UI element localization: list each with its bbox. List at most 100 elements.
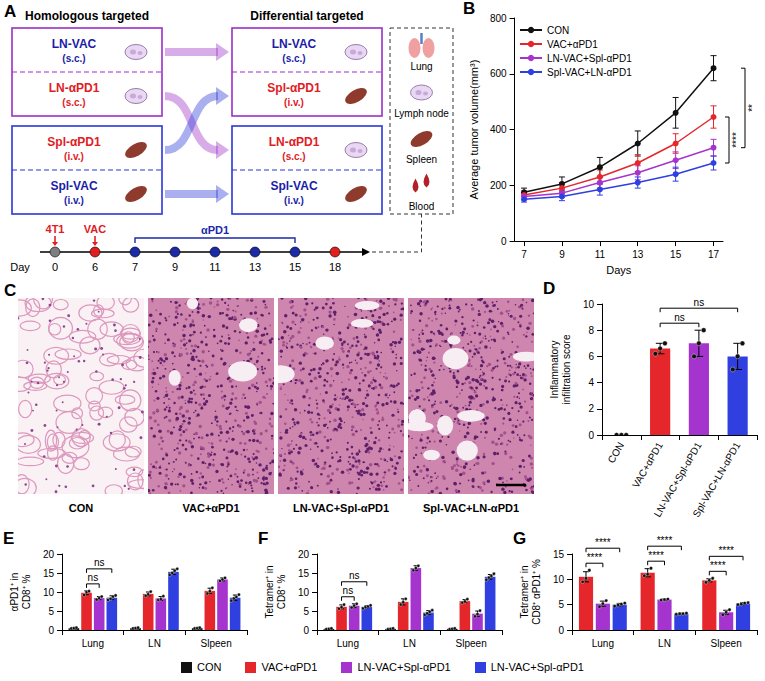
svg-text:0: 0 — [588, 430, 594, 441]
svg-text:ns: ns — [674, 312, 685, 323]
svg-text:(i.v.): (i.v.) — [64, 195, 84, 206]
svg-text:infiltration score: infiltration score — [561, 334, 572, 404]
svg-text:CD8⁺ αPD1⁺ %: CD8⁺ αPD1⁺ % — [531, 559, 542, 625]
svg-text:Slpeen: Slpeen — [711, 638, 742, 649]
svg-text:αPD1⁺ in: αPD1⁺ in — [9, 573, 20, 612]
svg-text:**: ** — [747, 104, 758, 112]
svg-text:18: 18 — [329, 261, 341, 273]
svg-text:800: 800 — [490, 13, 507, 24]
svg-text:9: 9 — [559, 249, 565, 260]
svg-text:ns: ns — [349, 570, 360, 581]
svg-text:11: 11 — [209, 261, 220, 273]
svg-text:20: 20 — [298, 549, 310, 560]
svg-text:CD8⁺ %: CD8⁺ % — [276, 575, 287, 610]
svg-text:Lung: Lung — [592, 638, 614, 649]
svg-text:13: 13 — [632, 249, 644, 260]
svg-text:Spleen: Spleen — [406, 154, 437, 165]
svg-text:Average tumor volume(mm³): Average tumor volume(mm³) — [468, 60, 480, 200]
svg-text:7: 7 — [521, 249, 527, 260]
svg-text:4: 4 — [588, 377, 594, 388]
svg-text:7: 7 — [132, 261, 138, 273]
svg-text:10: 10 — [553, 574, 565, 585]
svg-text:C: C — [4, 281, 16, 300]
svg-text:ns: ns — [343, 585, 354, 596]
svg-text:LN-VAC+Spl-αPD1: LN-VAC+Spl-αPD1 — [293, 502, 389, 514]
svg-text:400: 400 — [490, 124, 507, 135]
svg-text:ns: ns — [94, 557, 105, 568]
svg-text:ns: ns — [88, 572, 99, 583]
svg-text:D: D — [543, 280, 555, 298]
svg-text:A: A — [4, 2, 16, 21]
svg-text:15: 15 — [670, 249, 682, 260]
svg-text:17: 17 — [708, 249, 720, 260]
svg-text:Lymph node: Lymph node — [394, 108, 449, 119]
svg-text:Spl-VAC: Spl-VAC — [50, 179, 97, 193]
svg-text:200: 200 — [490, 180, 507, 191]
svg-text:****: **** — [657, 535, 673, 546]
svg-text:13: 13 — [249, 261, 261, 273]
svg-text:****: **** — [710, 560, 726, 571]
svg-text:LN-VAC: LN-VAC — [272, 37, 317, 51]
svg-text:****: **** — [718, 545, 734, 556]
svg-text:Spl-VAC+LN-αPD1: Spl-VAC+LN-αPD1 — [547, 67, 632, 78]
svg-text:VAC+αPD1: VAC+αPD1 — [547, 39, 598, 50]
svg-text:Slpeen: Slpeen — [201, 638, 232, 649]
svg-text:Blood: Blood — [409, 201, 435, 212]
svg-text:600: 600 — [490, 68, 507, 79]
svg-text:(s.c.): (s.c.) — [62, 97, 85, 108]
svg-text:Lung: Lung — [82, 638, 104, 649]
svg-text:****: **** — [587, 552, 603, 563]
svg-text:αPD1: αPD1 — [201, 224, 229, 236]
svg-text:LN-VAC: LN-VAC — [52, 37, 97, 51]
svg-text:CD8⁺ %: CD8⁺ % — [21, 575, 32, 610]
svg-text:Slpeen: Slpeen — [456, 638, 487, 649]
svg-text:Tetramer⁺ in: Tetramer⁺ in — [519, 565, 530, 618]
svg-text:10: 10 — [43, 587, 55, 598]
svg-text:Spl-VAC: Spl-VAC — [270, 179, 317, 193]
svg-text:(s.c.): (s.c.) — [282, 151, 305, 162]
svg-text:11: 11 — [595, 249, 606, 260]
svg-text:Days: Days — [606, 264, 632, 276]
svg-text:Lung: Lung — [337, 638, 359, 649]
svg-text:0: 0 — [48, 625, 54, 636]
svg-text:0: 0 — [558, 625, 564, 636]
svg-text:15: 15 — [43, 568, 55, 579]
svg-text:Inflammatory: Inflammatory — [549, 341, 560, 399]
svg-text:LN: LN — [148, 638, 161, 649]
svg-text:(s.c.): (s.c.) — [282, 53, 305, 64]
svg-text:LN-VAC+Spl-αPD1: LN-VAC+Spl-αPD1 — [547, 53, 632, 64]
svg-text:G: G — [513, 530, 526, 548]
svg-text:CON: CON — [606, 440, 627, 465]
svg-text:15: 15 — [289, 261, 301, 273]
svg-text:****: **** — [648, 550, 664, 561]
svg-text:0: 0 — [501, 236, 507, 247]
svg-text:LN: LN — [403, 638, 416, 649]
svg-text:0: 0 — [52, 261, 58, 273]
svg-text:Spl-VAC+LN-αPD1: Spl-VAC+LN-αPD1 — [423, 502, 519, 514]
svg-text:5: 5 — [558, 599, 564, 610]
svg-text:VAC+αPD1: VAC+αPD1 — [183, 502, 240, 514]
svg-text:20: 20 — [43, 549, 55, 560]
svg-text:VAC: VAC — [84, 223, 106, 235]
svg-text:15: 15 — [298, 568, 310, 579]
svg-text:4T1: 4T1 — [46, 223, 65, 235]
svg-text:E: E — [3, 530, 14, 548]
svg-text:(s.c.): (s.c.) — [62, 53, 85, 64]
svg-text:Tetramer⁺ in: Tetramer⁺ in — [264, 565, 275, 618]
svg-text:9: 9 — [172, 261, 178, 273]
svg-text:10: 10 — [583, 299, 595, 310]
svg-text:5: 5 — [303, 606, 309, 617]
svg-text:2: 2 — [588, 403, 594, 414]
svg-text:B: B — [463, 0, 475, 18]
svg-text:LN: LN — [658, 638, 671, 649]
svg-text:Lung: Lung — [410, 61, 432, 72]
svg-text:(i.v.): (i.v.) — [284, 97, 304, 108]
svg-text:10: 10 — [298, 587, 310, 598]
svg-text:Homologous targeted: Homologous targeted — [25, 9, 149, 23]
svg-text:Spl-αPD1: Spl-αPD1 — [47, 135, 101, 149]
svg-text:Day: Day — [10, 261, 30, 273]
svg-text:(i.v.): (i.v.) — [64, 151, 84, 162]
svg-text:Spl-VAC+LN-αPD1: Spl-VAC+LN-αPD1 — [691, 440, 743, 519]
svg-text:15: 15 — [553, 549, 565, 560]
svg-text:6: 6 — [92, 261, 98, 273]
